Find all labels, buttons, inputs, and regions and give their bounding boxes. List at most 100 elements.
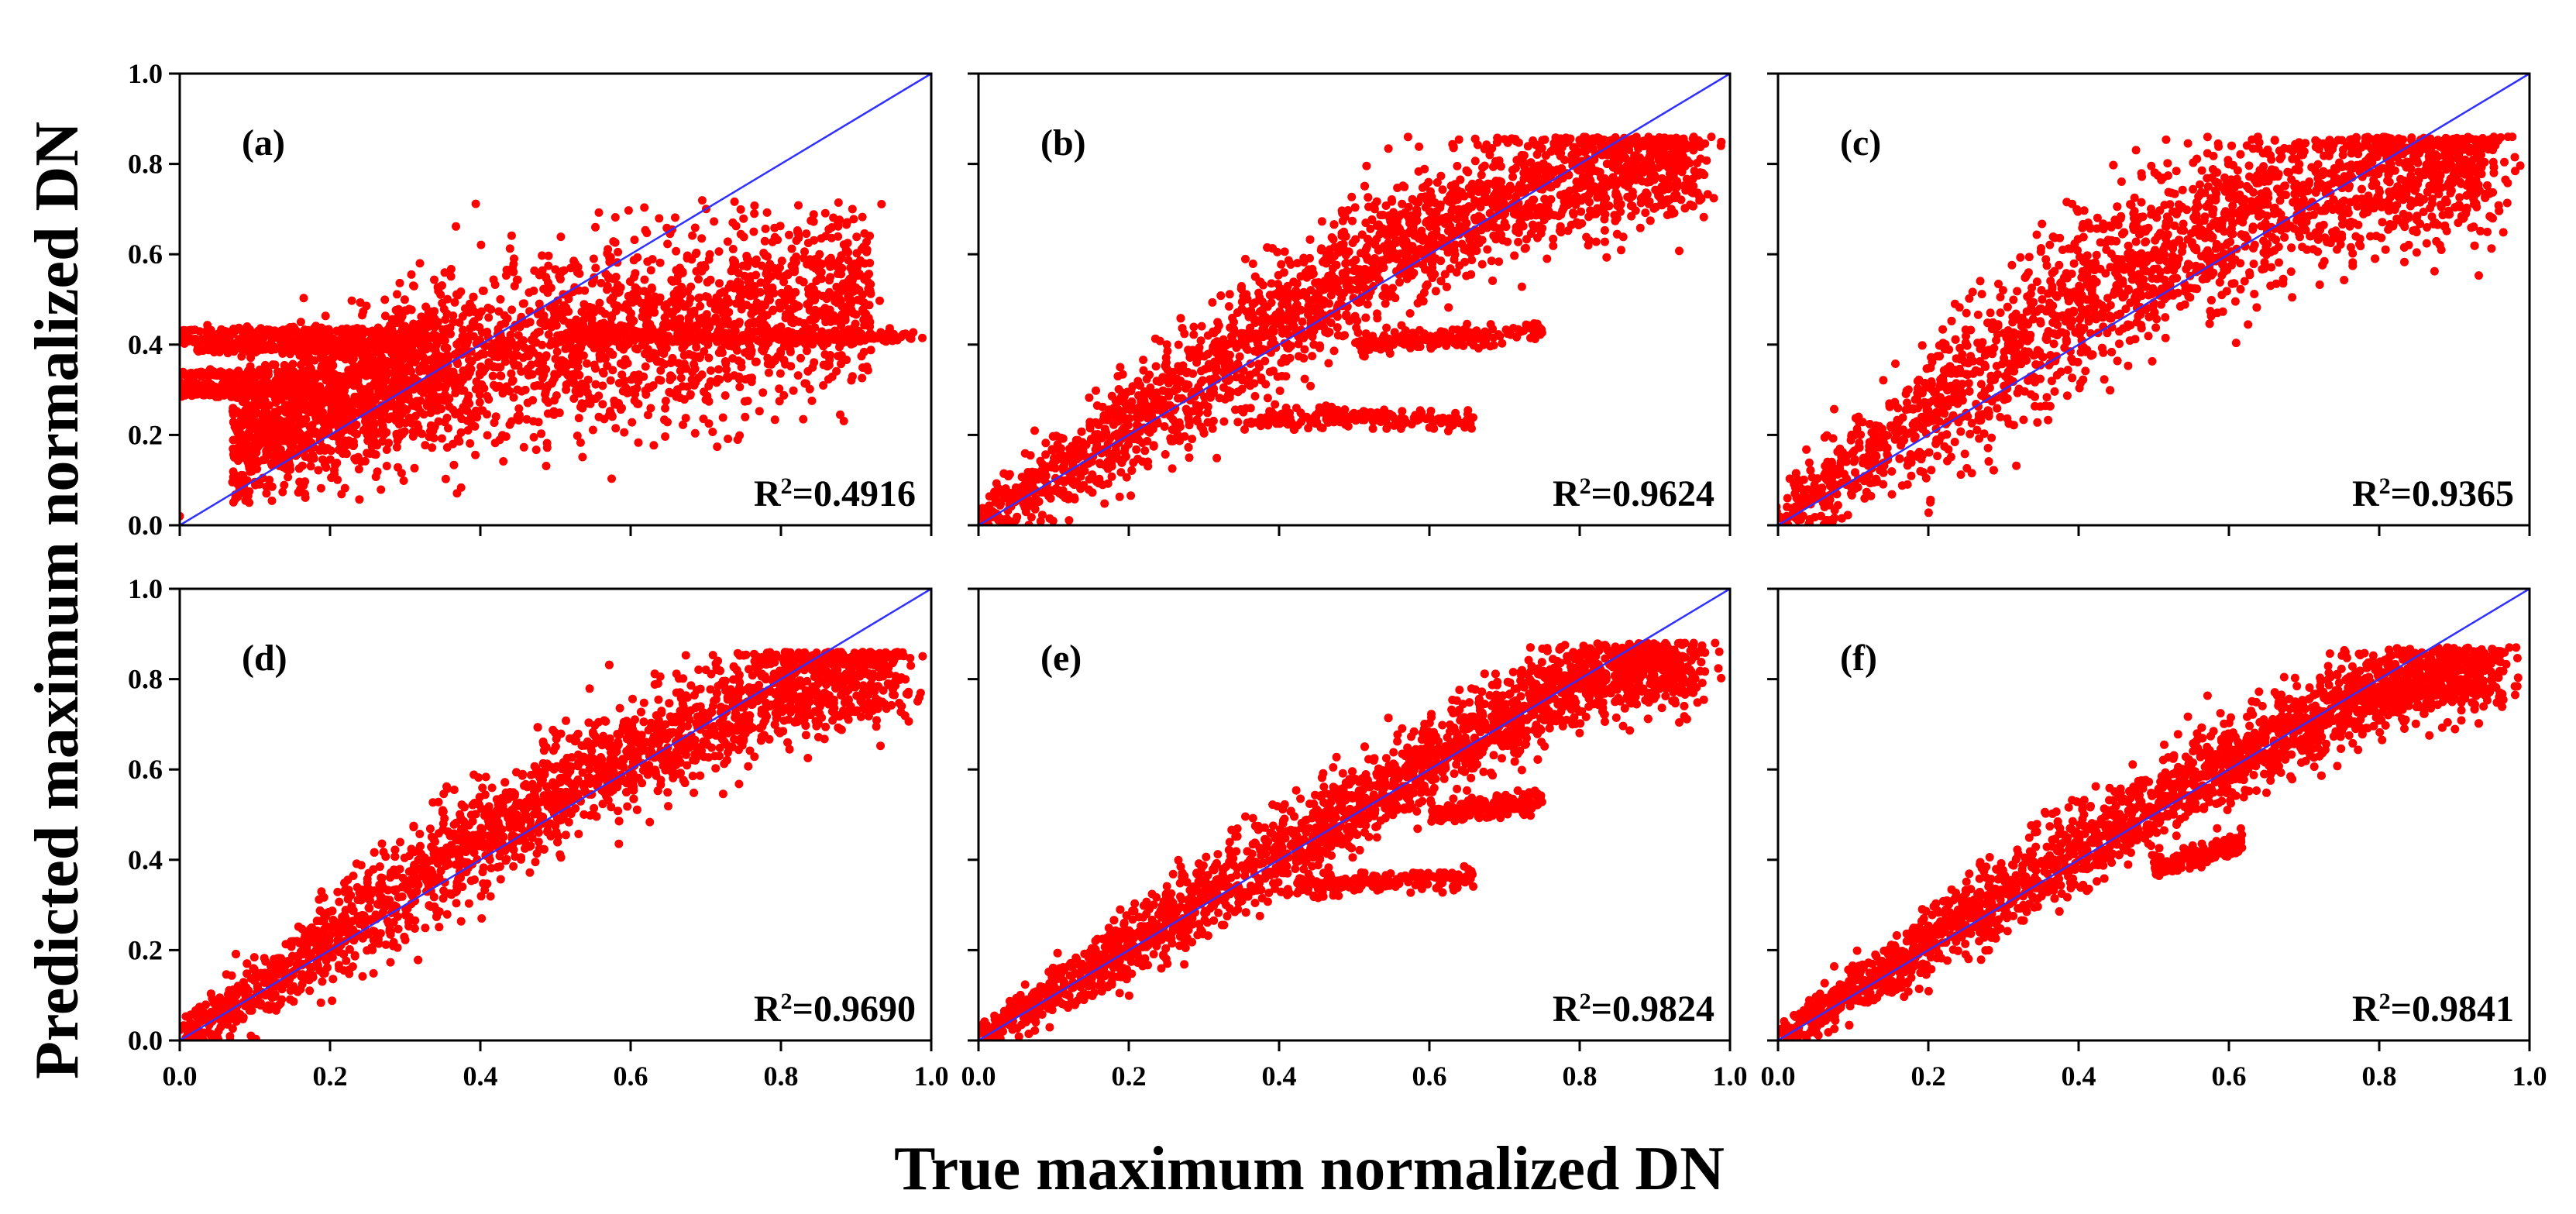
scatter-point: [577, 308, 586, 316]
scatter-point: [955, 504, 964, 512]
scatter-point: [731, 299, 741, 308]
scatter-point: [627, 375, 636, 384]
scatter-point: [271, 428, 280, 438]
scatter-point: [730, 197, 739, 206]
scatter-point: [270, 345, 280, 354]
scatter-point: [407, 334, 416, 343]
scatter-point: [576, 438, 585, 447]
scatter-point: [229, 410, 238, 419]
scatter-point: [746, 272, 755, 281]
scatter-point: [1026, 451, 1035, 460]
scatter-point: [645, 350, 654, 359]
scatter-point: [769, 289, 779, 297]
panel-label: (a): [242, 122, 285, 163]
scatter-point: [567, 370, 576, 380]
scatter-point: [413, 420, 422, 429]
scatter-point: [745, 335, 754, 345]
scatter-point: [591, 222, 600, 232]
scatter-point: [326, 446, 335, 456]
scatter-point: [404, 361, 414, 370]
scatter-point: [658, 337, 666, 346]
scatter-point: [608, 366, 617, 375]
scatter-point: [513, 412, 522, 421]
scatter-point: [343, 406, 353, 415]
scatter-point: [655, 258, 665, 267]
scatter-point: [831, 295, 840, 304]
scatter-point: [370, 378, 379, 387]
scatter-point: [694, 373, 703, 383]
scatter-point: [429, 373, 439, 383]
scatter-point: [239, 437, 247, 446]
scatter-point: [267, 482, 277, 491]
scatter-point: [249, 458, 259, 467]
scatter-point: [542, 443, 552, 452]
scatter-point: [455, 318, 464, 327]
scatter-point: [598, 381, 607, 390]
scatter-point: [452, 290, 461, 299]
scatter-point: [347, 296, 356, 305]
scatter-point: [604, 273, 613, 283]
scatter-point: [391, 305, 401, 315]
scatter-point: [425, 385, 434, 394]
scatter-point: [578, 452, 587, 462]
scatter-point: [775, 298, 784, 308]
scatter-point: [574, 414, 583, 423]
scatter-point: [333, 475, 342, 484]
scatter-point: [607, 311, 617, 320]
scatter-point: [421, 302, 431, 311]
scatter-point: [1675, 246, 1684, 256]
scatter-point: [443, 294, 452, 304]
scatter-point: [305, 408, 315, 417]
scatter-point: [664, 336, 673, 345]
scatter-point: [876, 328, 886, 337]
scatter-point: [487, 349, 496, 358]
scatter-point: [683, 320, 693, 329]
scatter-point: [373, 343, 383, 353]
scatter-point: [367, 361, 377, 370]
scatter-point: [518, 353, 528, 363]
scatter-point: [561, 304, 570, 314]
scatter-point: [514, 404, 524, 413]
scatter-point: [229, 435, 238, 445]
scatter-point: [686, 294, 695, 303]
scatter-point: [533, 359, 542, 368]
scatter-point: [809, 217, 818, 226]
scatter-point: [648, 381, 658, 390]
scatter-point: [534, 418, 543, 427]
scatter-point: [679, 359, 689, 369]
scatter-point: [630, 396, 639, 405]
scatter-point: [265, 476, 274, 484]
scatter-point: [240, 453, 249, 463]
scatter-point: [507, 305, 517, 315]
scatter-point: [852, 266, 862, 275]
scatter-point: [546, 284, 555, 293]
scatter-point: [839, 356, 848, 365]
scatter-point: [844, 325, 853, 334]
scatter-point: [411, 401, 420, 411]
scatter-point: [400, 295, 409, 304]
scatter-point: [407, 305, 416, 315]
scatter-point: [368, 326, 377, 335]
scatter-point: [484, 358, 494, 367]
scatter-point: [1381, 201, 1391, 210]
scatter-point: [449, 405, 458, 414]
scatter-point: [737, 363, 746, 372]
scatter-point: [1132, 445, 1141, 454]
scatter-point: [859, 333, 868, 342]
scatter-point: [715, 279, 724, 288]
scatter-point: [328, 353, 336, 363]
scatter-point: [597, 278, 606, 287]
scatter-point: [848, 372, 857, 381]
scatter-point: [594, 208, 604, 217]
scatter-point: [736, 229, 745, 239]
scatter-point: [690, 359, 699, 369]
scatter-point: [458, 332, 467, 341]
scatter-point: [679, 351, 689, 360]
scatter-point: [837, 284, 847, 293]
scatter-point: [473, 413, 482, 422]
scatter-point: [745, 351, 754, 360]
scatter-point: [918, 333, 927, 342]
scatter-point: [505, 244, 514, 253]
scatter-point: [610, 238, 620, 247]
scatter-point: [440, 418, 449, 427]
